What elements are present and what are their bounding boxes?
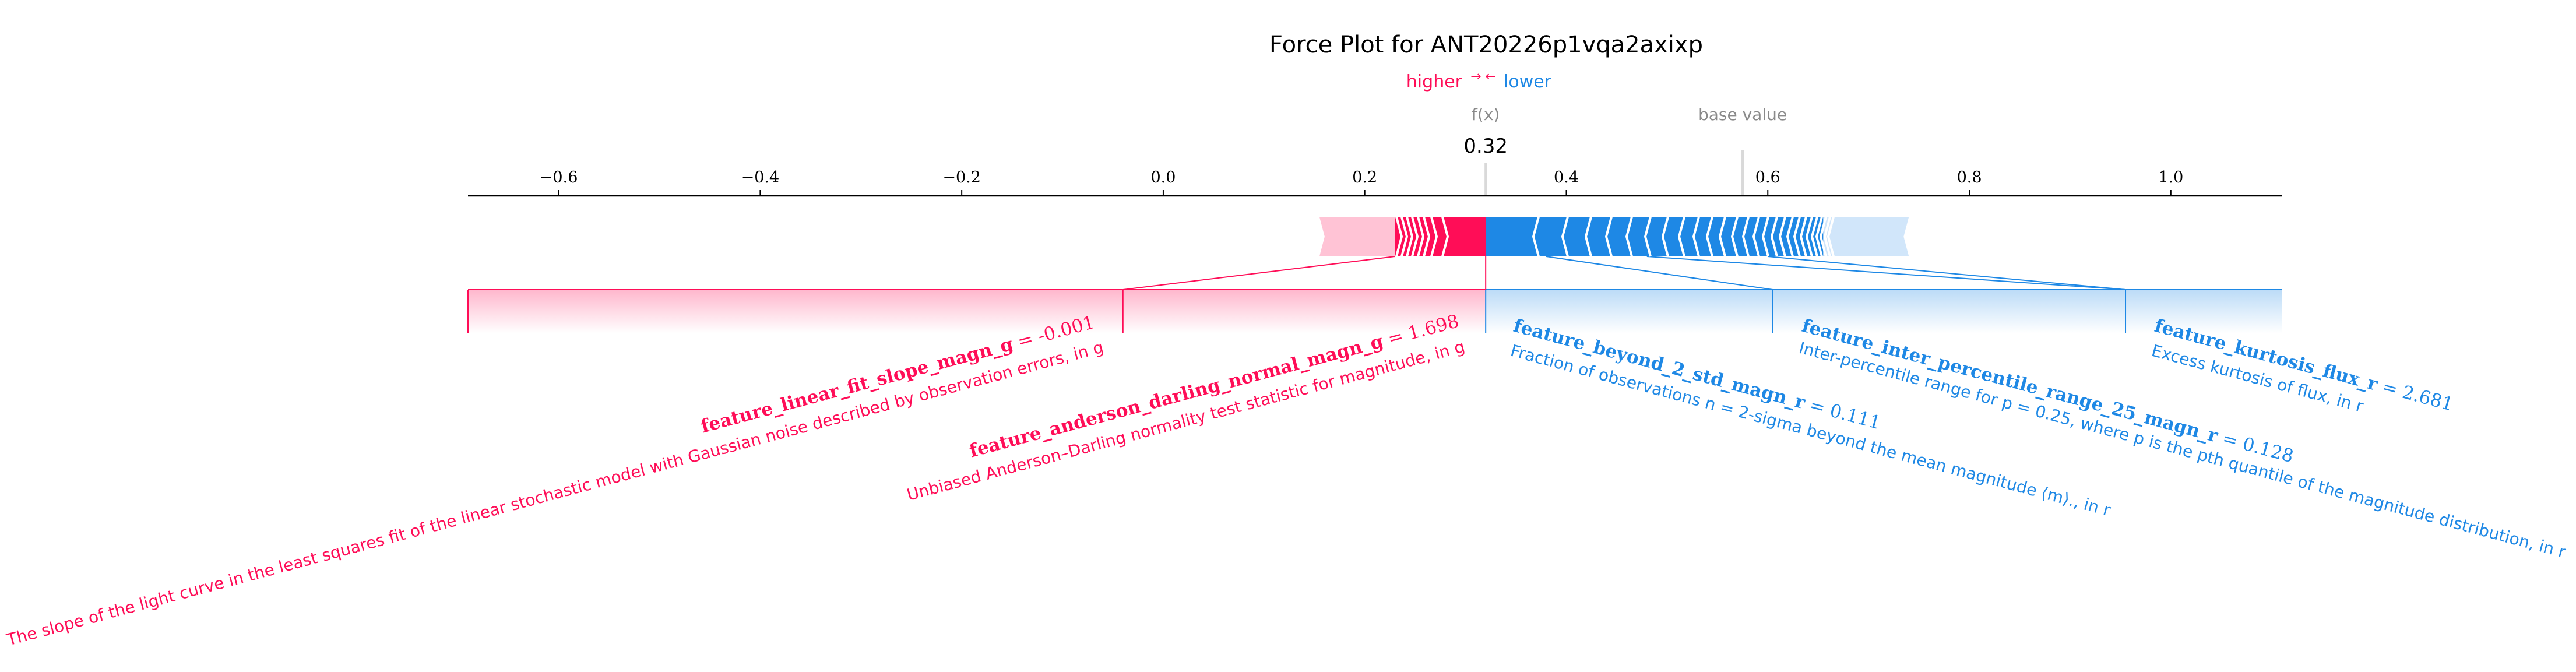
negative-separator bbox=[1705, 216, 1713, 257]
x-axis: −0.6 −0.4 −0.2 0.0 0.2 0.4 0.6 0.8 1.0 bbox=[468, 168, 2282, 197]
negative-separator bbox=[1741, 216, 1750, 257]
positive-separator bbox=[1395, 216, 1403, 257]
positive-separator bbox=[1406, 216, 1414, 257]
negative-separator bbox=[1718, 216, 1726, 257]
x-tick-label: −0.2 bbox=[942, 168, 981, 187]
x-tick-label: −0.6 bbox=[540, 168, 578, 187]
negative-separator bbox=[1778, 216, 1786, 257]
x-tick-label: 0.8 bbox=[1957, 168, 1982, 187]
negative-separator bbox=[1752, 216, 1760, 257]
x-tick-label: −0.4 bbox=[741, 168, 780, 187]
negative-separator bbox=[1786, 216, 1794, 257]
negative-feature-0-band bbox=[1486, 290, 1773, 333]
legend-arrows: → ← bbox=[1470, 69, 1496, 84]
legend: higher → ← lower bbox=[1406, 69, 1552, 92]
feature-labels: feature_linear_fit_slope_magn_g = -0.001… bbox=[4, 311, 2568, 650]
negative-separator bbox=[1819, 216, 1827, 257]
negative-separator bbox=[1561, 216, 1569, 257]
output-label: f(x) bbox=[1472, 105, 1500, 124]
negative-separator bbox=[1761, 216, 1769, 257]
negative-feature-1-band bbox=[1772, 290, 2126, 333]
value-markers: f(x) 0.32 base value bbox=[1463, 105, 1787, 196]
positive-separator bbox=[1441, 216, 1449, 257]
positive-separator bbox=[1400, 216, 1409, 257]
negative-separator bbox=[1793, 216, 1801, 257]
negative-separator bbox=[1815, 216, 1823, 257]
negative-separator bbox=[1730, 216, 1739, 257]
output-value: 0.32 bbox=[1463, 135, 1508, 158]
legend-higher: higher bbox=[1406, 72, 1463, 92]
x-tick-label: 1.0 bbox=[2158, 168, 2183, 187]
negative-main bbox=[1486, 217, 1824, 256]
negative-separator bbox=[1644, 216, 1652, 257]
negative-feature-0-description: Fraction of observations n = 2-sigma bey… bbox=[1508, 341, 2113, 520]
x-tick-label: 0.6 bbox=[1755, 168, 1780, 187]
negative-separator bbox=[1532, 216, 1540, 257]
negative-separator bbox=[1604, 216, 1613, 257]
positive-separator bbox=[1430, 216, 1438, 257]
positive-separator bbox=[1417, 216, 1425, 257]
feature-bands bbox=[467, 256, 2282, 333]
positive-tail bbox=[1319, 217, 1395, 256]
force-bar bbox=[1319, 216, 1909, 257]
negative-separator bbox=[1677, 216, 1685, 257]
negative-separator bbox=[1810, 216, 1818, 257]
negative-separator bbox=[1823, 216, 1831, 257]
negative-separator bbox=[1625, 216, 1633, 257]
negative-separator bbox=[1661, 216, 1669, 257]
chart-title: Force Plot for ANT20226p1vqa2axixp bbox=[1269, 31, 1703, 58]
negative-feature-0-connector bbox=[1546, 256, 1773, 290]
negative-separator bbox=[1805, 216, 1813, 257]
negative-separator bbox=[1827, 216, 1835, 257]
negative-separator bbox=[1770, 216, 1778, 257]
legend-lower: lower bbox=[1504, 72, 1552, 92]
negative-feature-2-connector bbox=[1768, 256, 2126, 290]
positive-main bbox=[1395, 217, 1486, 256]
positive-feature-0-connector bbox=[1122, 256, 1395, 290]
x-tick-label: 0.4 bbox=[1554, 168, 1579, 187]
positive-feature-1-description: Unbiased Anderson–Darling normality test… bbox=[905, 337, 1466, 505]
negative-separator bbox=[1692, 216, 1700, 257]
negative-feature-2-band bbox=[2125, 290, 2282, 333]
negative-tail bbox=[1823, 217, 1909, 256]
negative-separator bbox=[1584, 216, 1592, 257]
negative-feature-1-connector bbox=[1646, 256, 2126, 290]
base-value-label: base value bbox=[1698, 105, 1787, 124]
x-tick-label: 0.0 bbox=[1150, 168, 1176, 187]
positive-feature-0-band bbox=[468, 290, 1123, 333]
positive-feature-1-band bbox=[1122, 290, 1486, 333]
negative-separator bbox=[1799, 216, 1807, 257]
x-tick-label: 0.2 bbox=[1352, 168, 1377, 187]
positive-separator bbox=[1411, 216, 1419, 257]
positive-separator bbox=[1423, 216, 1431, 257]
